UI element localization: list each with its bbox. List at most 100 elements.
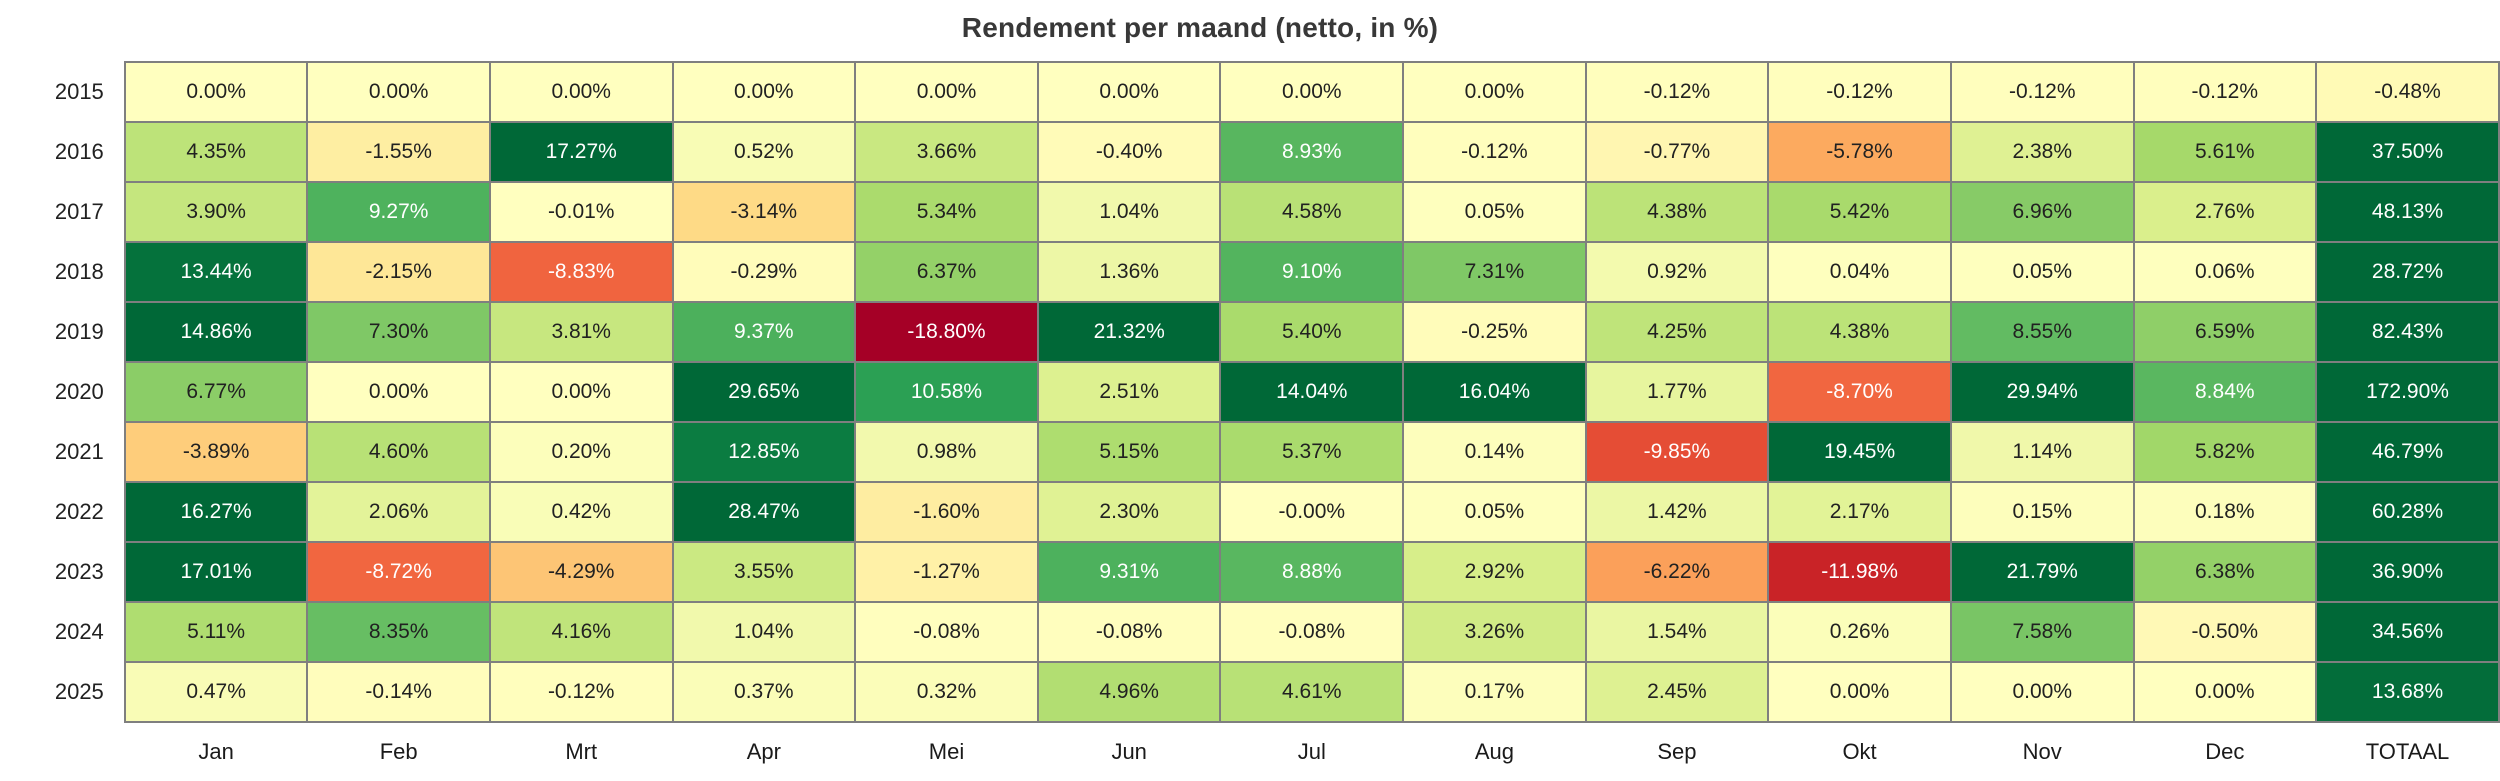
heatmap-cell: 0.00% [123, 61, 309, 123]
heatmap-cell: 2.17% [1767, 481, 1952, 543]
month-label: Jan [124, 722, 308, 775]
heatmap-cell: 0.00% [1949, 661, 2135, 723]
heatmap-cell: 0.00% [1219, 61, 1405, 123]
footer-spacer [0, 722, 125, 775]
heatmap-cell: -1.27% [854, 541, 1039, 603]
heatmap-row: 2018 13.44% -2.15% -8.83% -0.29% 6.37% 1.36% 9.… [0, 241, 2500, 303]
month-label: Nov [1950, 722, 2134, 775]
total-cell: 28.72% [2315, 241, 2500, 303]
heatmap-cell: 5.82% [2132, 421, 2318, 483]
heatmap-cell: -6.22% [1584, 541, 1770, 603]
heatmap-cell: 14.86% [123, 301, 309, 363]
month-label: Okt [1768, 722, 1951, 775]
heatmap-cell: 0.06% [2132, 241, 2318, 303]
heatmap-cell: -11.98% [1767, 541, 1952, 603]
heatmap-cell: 21.79% [1949, 541, 2135, 603]
heatmap-cell: -0.77% [1584, 121, 1770, 183]
heatmap-cell: 0.00% [488, 61, 674, 123]
total-cell: 36.90% [2315, 541, 2500, 603]
heatmap-cell: 8.93% [1219, 121, 1405, 183]
heatmap-cell: -0.12% [1402, 121, 1587, 183]
heatmap-cell: 1.36% [1036, 241, 1222, 303]
heatmap-cell: 4.38% [1767, 301, 1952, 363]
returns-heatmap-table: 2015 0.00% 0.00% 0.00% 0.00% 0.00% 0.00% 0.00% 0… [0, 61, 2500, 775]
heatmap-cell: 8.88% [1219, 541, 1405, 603]
heatmap-cell: 2.30% [1036, 481, 1222, 543]
total-cell: 34.56% [2315, 601, 2500, 663]
heatmap-cell: -0.08% [1036, 601, 1222, 663]
heatmap-cell: 0.92% [1584, 241, 1770, 303]
heatmap-row: 2025 0.47% -0.14% -0.12% 0.37% 0.32% 4.96% 4.61… [0, 661, 2500, 723]
heatmap-cell: 6.77% [123, 361, 309, 423]
heatmap-row: 2021 -3.89% 4.60% 0.20% 12.85% 0.98% 5.15% 5.37… [0, 421, 2500, 483]
total-cell: 172.90% [2315, 361, 2500, 423]
heatmap-cell: 28.47% [671, 481, 857, 543]
heatmap-cell: 29.94% [1949, 361, 2135, 423]
month-label: Mrt [489, 722, 673, 775]
heatmap-cell: 0.04% [1767, 241, 1952, 303]
heatmap-cell: 0.00% [671, 61, 857, 123]
heatmap-cell: 14.04% [1219, 361, 1405, 423]
heatmap-cell: 3.26% [1402, 601, 1587, 663]
year-label: 2015 [0, 62, 125, 122]
heatmap-cell: 0.00% [1402, 61, 1587, 123]
heatmap-cell: 1.04% [1036, 181, 1222, 243]
heatmap-cell: 5.42% [1767, 181, 1952, 243]
heatmap-cell: -0.12% [488, 661, 674, 723]
heatmap-cell: 0.47% [123, 661, 309, 723]
heatmap-cell: 2.45% [1584, 661, 1770, 723]
heatmap-cell: 7.30% [306, 301, 491, 363]
year-label: 2019 [0, 302, 125, 362]
heatmap-cell: 7.58% [1949, 601, 2135, 663]
heatmap-cell: 5.37% [1219, 421, 1405, 483]
heatmap-cell: 1.54% [1584, 601, 1770, 663]
heatmap-cell: -0.50% [2132, 601, 2318, 663]
heatmap-cell: 4.60% [306, 421, 491, 483]
heatmap-cell: 4.61% [1219, 661, 1405, 723]
year-label: 2022 [0, 482, 125, 542]
heatmap-cell: 3.66% [854, 121, 1039, 183]
heatmap-cell: -8.72% [306, 541, 491, 603]
year-label: 2023 [0, 542, 125, 602]
year-label: 2018 [0, 242, 125, 302]
heatmap-cell: 5.40% [1219, 301, 1405, 363]
heatmap-cell: 0.98% [854, 421, 1039, 483]
heatmap-cell: -0.40% [1036, 121, 1222, 183]
heatmap-cell: 1.77% [1584, 361, 1770, 423]
heatmap-cell: 0.17% [1402, 661, 1587, 723]
total-cell: 46.79% [2315, 421, 2500, 483]
heatmap-cell: 1.42% [1584, 481, 1770, 543]
heatmap-cell: 5.15% [1036, 421, 1222, 483]
heatmap-cell: 0.37% [671, 661, 857, 723]
heatmap-cell: -9.85% [1584, 421, 1770, 483]
heatmap-cell: 0.42% [488, 481, 674, 543]
heatmap-row: 2022 16.27% 2.06% 0.42% 28.47% -1.60% 2.30% -0.… [0, 481, 2500, 543]
heatmap-cell: 2.38% [1949, 121, 2135, 183]
month-label: Feb [307, 722, 490, 775]
heatmap-cell: -1.60% [854, 481, 1039, 543]
heatmap-cell: 4.96% [1036, 661, 1222, 723]
heatmap-cell: -8.83% [488, 241, 674, 303]
month-label: Aug [1403, 722, 1586, 775]
heatmap-cell: 0.05% [1402, 481, 1587, 543]
heatmap-cell: -0.01% [488, 181, 674, 243]
total-cell: -0.48% [2315, 61, 2500, 123]
heatmap-cell: -0.08% [854, 601, 1039, 663]
total-cell: 37.50% [2315, 121, 2500, 183]
column-labels-row: Jan Feb Mrt Apr Mei Jun Jul Aug Sep Okt Nov Dec TOTA… [0, 722, 2499, 775]
heatmap-cell: 4.58% [1219, 181, 1405, 243]
heatmap-cell: 21.32% [1036, 301, 1222, 363]
chart-title: Rendement per maand (netto, in %) [961, 12, 1439, 43]
heatmap-cell: 4.25% [1584, 301, 1770, 363]
heatmap-cell: 8.84% [2132, 361, 2318, 423]
heatmap-cell: -0.12% [2132, 61, 2318, 123]
heatmap-cell: 1.04% [671, 601, 857, 663]
heatmap-cell: -4.29% [488, 541, 674, 603]
month-label: Sep [1585, 722, 1769, 775]
heatmap-cell: 0.05% [1402, 181, 1587, 243]
heatmap-cell: 3.55% [671, 541, 857, 603]
heatmap-cell: 0.00% [854, 61, 1039, 123]
heatmap-cell: 9.10% [1219, 241, 1405, 303]
heatmap-cell: 1.14% [1949, 421, 2135, 483]
heatmap-cell: 5.61% [2132, 121, 2318, 183]
